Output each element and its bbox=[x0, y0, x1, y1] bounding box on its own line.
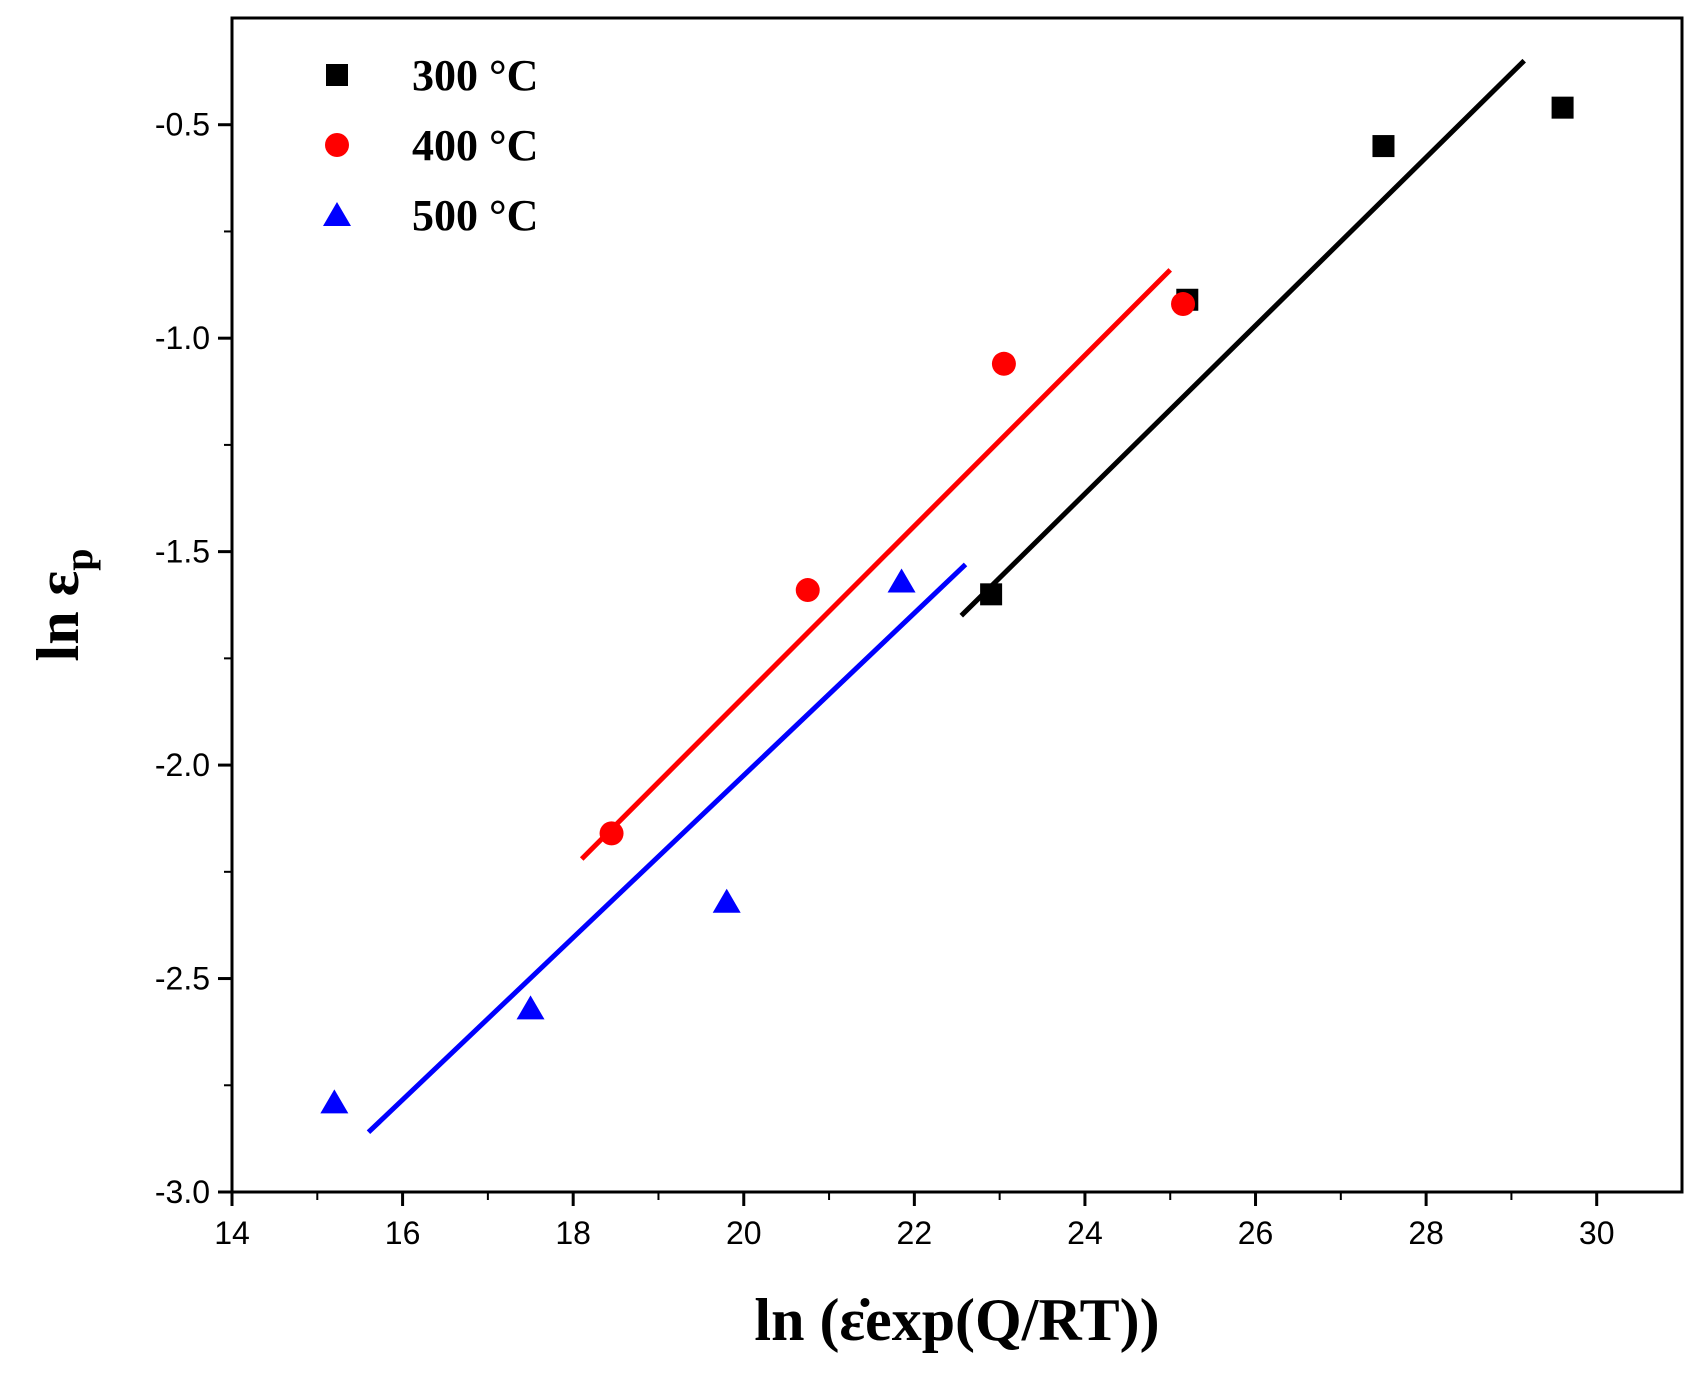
legend-marker-2 bbox=[323, 202, 351, 226]
x-tick-label: 30 bbox=[1579, 1215, 1615, 1251]
legend-marker-1 bbox=[325, 133, 349, 157]
data-point-series-1 bbox=[795, 578, 820, 603]
x-tick-label: 24 bbox=[1067, 1215, 1103, 1251]
x-tick-label: 18 bbox=[555, 1215, 591, 1251]
y-tick-label: -1.5 bbox=[155, 534, 210, 570]
svg-text:ln εp: ln εp bbox=[25, 549, 101, 662]
x-tick-label: 22 bbox=[897, 1215, 933, 1251]
x-tick-label: 16 bbox=[385, 1215, 421, 1251]
legend: 300 °C 400 °C 500 °C bbox=[323, 51, 538, 240]
data-point-series-2 bbox=[516, 995, 545, 1020]
fit-line-series-1 bbox=[579, 268, 1173, 861]
data-point-series-0 bbox=[1372, 135, 1395, 158]
x-tick-label: 26 bbox=[1238, 1215, 1274, 1251]
legend-label-0: 300 °C bbox=[412, 51, 538, 100]
y-axis-title-subscript: p bbox=[56, 549, 101, 571]
data-point-series-2 bbox=[712, 888, 741, 913]
data-point-series-1 bbox=[1171, 292, 1196, 317]
legend-label-2: 500 °C bbox=[412, 191, 538, 240]
y-tick-label: -2.0 bbox=[155, 747, 210, 783]
y-tick-label: -1.0 bbox=[155, 320, 210, 356]
y-tick-label: -2.5 bbox=[155, 961, 210, 997]
data-points bbox=[320, 96, 1574, 1114]
y-tick-label: -0.5 bbox=[155, 107, 210, 143]
plot-frame bbox=[230, 16, 1684, 1194]
data-point-series-1 bbox=[991, 351, 1016, 376]
legend-label-1: 400 °C bbox=[412, 121, 538, 170]
y-tick-label: -3.0 bbox=[155, 1174, 210, 1210]
y-axis-ticks: -3.0 -2.5 -2.0 -1.5 -1.0 -0.5 bbox=[155, 107, 232, 1210]
x-axis-title: ln (ε̇exp(Q/RT)) bbox=[754, 1287, 1159, 1353]
x-axis-ticks: 14 16 18 20 22 24 26 28 30 bbox=[214, 1192, 1615, 1251]
fit-lines bbox=[366, 58, 1526, 1135]
y-axis-title-main: ln ε bbox=[25, 571, 91, 662]
data-point-series-0 bbox=[1551, 96, 1574, 119]
data-point-series-1 bbox=[599, 821, 624, 846]
x-tick-label: 28 bbox=[1408, 1215, 1444, 1251]
data-point-series-2 bbox=[320, 1089, 349, 1114]
fit-line-series-2 bbox=[366, 562, 968, 1135]
y-axis-title: ln εp bbox=[25, 549, 101, 662]
fit-line-series-0 bbox=[959, 58, 1526, 618]
x-tick-label: 20 bbox=[726, 1215, 762, 1251]
x-tick-label: 14 bbox=[214, 1215, 250, 1251]
data-point-series-0 bbox=[980, 583, 1003, 606]
legend-marker-0 bbox=[326, 64, 348, 86]
data-point-series-2 bbox=[887, 568, 916, 593]
